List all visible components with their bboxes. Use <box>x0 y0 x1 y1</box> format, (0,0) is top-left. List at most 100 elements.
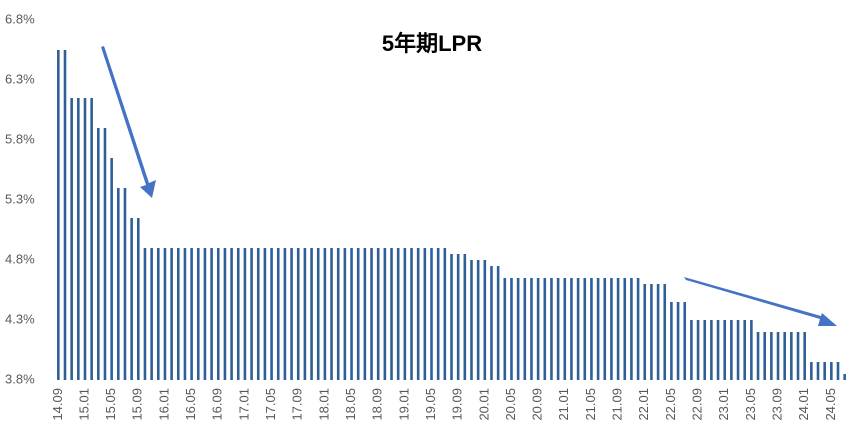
bar <box>176 248 180 380</box>
arrow <box>101 46 837 326</box>
x-tick-label: 20.09 <box>530 388 545 421</box>
x-tick-label: 22.01 <box>636 388 651 421</box>
bar <box>83 98 87 380</box>
x-tick-label: 17.01 <box>236 388 251 421</box>
x-tick-label: 21.01 <box>556 388 571 421</box>
bar <box>376 248 380 380</box>
bar <box>836 362 840 380</box>
x-tick-label: 16.01 <box>156 388 171 421</box>
bar <box>110 158 113 380</box>
bar <box>576 278 580 380</box>
bar <box>590 278 593 380</box>
bar <box>630 278 633 380</box>
bar <box>350 248 353 380</box>
bar <box>363 248 367 380</box>
bar <box>516 278 520 380</box>
bar <box>583 278 587 380</box>
x-tick-label: 16.09 <box>210 388 225 421</box>
x-tick-label: 17.05 <box>263 388 278 421</box>
bar <box>610 278 613 380</box>
bar <box>196 248 200 380</box>
bar <box>743 320 747 380</box>
x-tick-label: 15.09 <box>130 388 145 421</box>
bar <box>763 332 767 380</box>
bar <box>663 284 667 380</box>
x-tick-label: 16.05 <box>183 388 198 421</box>
y-tick-label: 4.3% <box>5 311 35 326</box>
bar <box>323 248 327 380</box>
bar <box>130 218 133 380</box>
bar <box>616 278 620 380</box>
bar <box>723 320 727 380</box>
x-tick-label: 19.05 <box>423 388 438 421</box>
bar <box>57 50 60 380</box>
bar <box>790 332 793 380</box>
bar <box>696 320 700 380</box>
bar <box>636 278 640 380</box>
bar <box>183 248 187 380</box>
x-tick-label: 21.09 <box>610 388 625 421</box>
bar <box>670 302 673 380</box>
bar <box>783 332 786 380</box>
bar <box>430 248 433 380</box>
bar <box>150 248 153 380</box>
bar <box>443 248 447 380</box>
x-tick-label: 19.01 <box>396 388 411 421</box>
bar <box>496 266 500 380</box>
x-tick-label: 22.09 <box>690 388 705 421</box>
bar <box>390 248 393 380</box>
bar <box>423 248 427 380</box>
bar <box>216 248 220 380</box>
bar <box>683 302 687 380</box>
bar <box>383 248 387 380</box>
bar <box>676 302 680 380</box>
bar <box>556 278 560 380</box>
x-tick-label: 21.05 <box>583 388 598 421</box>
bar <box>103 128 107 380</box>
bar <box>256 248 260 380</box>
bar <box>770 332 773 380</box>
bar <box>463 254 467 380</box>
bar <box>716 320 720 380</box>
bar <box>336 248 340 380</box>
bar <box>263 248 267 380</box>
y-tick-label: 6.3% <box>5 71 35 86</box>
bar <box>63 50 67 380</box>
bar <box>410 248 413 380</box>
bar <box>643 284 647 380</box>
bar <box>170 248 173 380</box>
bar <box>163 248 167 380</box>
x-tick-label: 18.09 <box>370 388 385 421</box>
bar <box>690 320 693 380</box>
bar <box>117 188 120 380</box>
bar <box>776 332 780 380</box>
bar <box>490 266 493 380</box>
bar <box>190 248 193 380</box>
bar <box>596 278 600 380</box>
bar <box>356 248 360 380</box>
bar <box>750 320 753 380</box>
bar <box>503 278 507 380</box>
x-tick-label: 18.01 <box>316 388 331 421</box>
bar <box>156 248 160 380</box>
chart-title: 5年期LPR <box>382 31 482 56</box>
bar <box>563 278 567 380</box>
bar <box>570 278 573 380</box>
bar <box>843 374 846 380</box>
bar <box>236 248 240 380</box>
bar <box>223 248 227 380</box>
bar <box>230 248 233 380</box>
x-tick-label: 15.01 <box>76 388 91 421</box>
y-tick-label: 4.8% <box>5 251 35 266</box>
bar <box>550 278 553 380</box>
bar <box>810 362 813 380</box>
x-tick-label: 15.05 <box>103 388 118 421</box>
y-tick-label: 3.8% <box>5 371 35 386</box>
bar <box>416 248 420 380</box>
bar <box>623 278 627 380</box>
bar <box>396 248 400 380</box>
bar <box>203 248 207 380</box>
bar <box>303 248 307 380</box>
bar <box>523 278 527 380</box>
bar <box>296 248 300 380</box>
